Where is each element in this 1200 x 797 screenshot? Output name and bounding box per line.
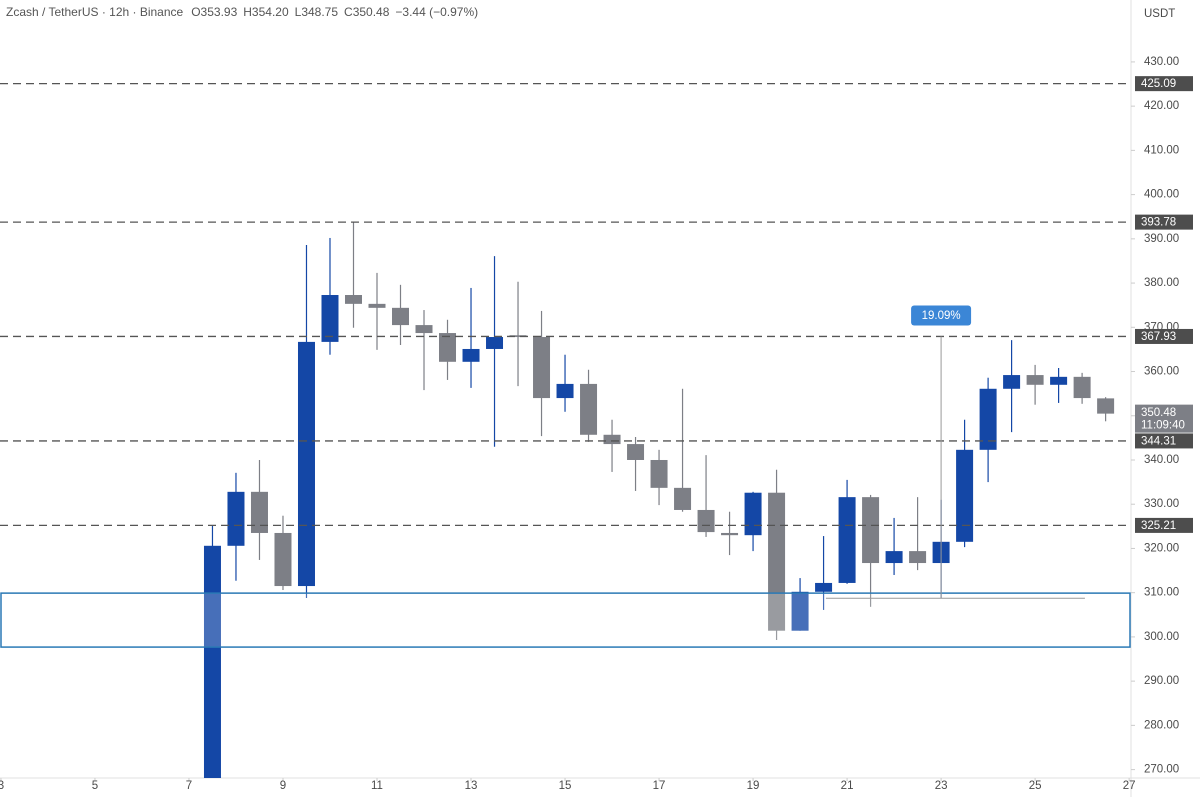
- y-tick-label: 300.00: [1144, 631, 1179, 643]
- y-tick-label: 270.00: [1144, 764, 1179, 776]
- x-tick-label: 25: [1029, 780, 1042, 792]
- candle-body: [344, 295, 362, 304]
- candle-body: [462, 348, 480, 362]
- x-tick-label: 11: [371, 780, 383, 792]
- candle-body: [603, 434, 621, 445]
- candle-body: [509, 335, 527, 338]
- x-tick-label: 9: [280, 780, 286, 792]
- candle-body: [1097, 398, 1115, 414]
- candle-body: [533, 337, 551, 399]
- candle-body: [297, 341, 315, 587]
- x-tick-label: 3: [0, 780, 4, 792]
- y-tick-label: 330.00: [1144, 498, 1179, 510]
- ohlc-value: 348.75: [301, 5, 338, 19]
- candle-body: [439, 333, 457, 362]
- candle-body: [885, 551, 903, 564]
- zone-box: [0, 592, 1131, 648]
- currency-label: USDT: [1144, 8, 1175, 20]
- candle-body: [1050, 376, 1068, 385]
- x-tick-label: 7: [186, 780, 192, 792]
- candle-body: [486, 337, 504, 349]
- ohlc-value: 350.48: [353, 5, 390, 19]
- candle-body: [321, 295, 339, 342]
- candle-body: [203, 545, 221, 778]
- candle-body: [1073, 376, 1091, 399]
- candle-body: [791, 591, 809, 631]
- countdown-label: 11:09:40: [1141, 420, 1185, 432]
- ohlc-label: H: [243, 5, 252, 19]
- y-tick-label: 400.00: [1144, 189, 1179, 201]
- level-tag: [1135, 328, 1193, 344]
- candle-body: [768, 492, 786, 631]
- candle-body: [674, 487, 692, 510]
- candle-body: [744, 492, 762, 536]
- x-tick-label: 15: [559, 780, 572, 792]
- level-label: 393.78: [1141, 217, 1176, 229]
- x-tick-label: 17: [653, 780, 666, 792]
- candle-body: [556, 383, 574, 399]
- y-tick-label: 420.00: [1144, 100, 1179, 112]
- chart-header: Zcash / TetherUS · 12h · Binance O353.93 H…: [6, 5, 478, 19]
- level-tag: [1135, 76, 1193, 92]
- candle-body: [909, 551, 927, 564]
- ohlc-value: 353.93: [201, 5, 238, 19]
- candle-body: [627, 444, 645, 460]
- candle-body: [1026, 375, 1044, 385]
- level-label: 344.31: [1141, 435, 1176, 447]
- level-tag: [1135, 433, 1193, 449]
- candle-body: [815, 582, 833, 592]
- y-tick-label: 410.00: [1144, 144, 1179, 156]
- candle-body: [979, 388, 997, 450]
- candle-body: [274, 532, 292, 587]
- x-tick-label: 21: [841, 780, 854, 792]
- candle-body: [250, 491, 268, 533]
- ohlc-label: O: [191, 5, 200, 19]
- y-tick-label: 310.00: [1144, 587, 1179, 599]
- y-tick-label: 290.00: [1144, 675, 1179, 687]
- candle-body: [227, 491, 245, 546]
- candle-body: [392, 307, 410, 326]
- level-label: 367.93: [1141, 331, 1176, 343]
- candle-body: [838, 497, 856, 583]
- y-tick-label: 380.00: [1144, 277, 1179, 289]
- candle-body: [650, 459, 668, 488]
- last-price-tag: [1135, 404, 1193, 433]
- plot-area: [0, 82, 1131, 778]
- y-tick-label: 360.00: [1144, 366, 1179, 378]
- level-tag: [1135, 214, 1193, 230]
- x-tick-label: 19: [747, 780, 760, 792]
- y-tick-label: 320.00: [1144, 542, 1179, 554]
- x-tick-label: 5: [92, 780, 98, 792]
- y-tick-label: 430.00: [1144, 56, 1179, 68]
- x-tick-label: 13: [465, 780, 478, 792]
- candle-body: [721, 532, 739, 536]
- y-tick-label: 340.00: [1144, 454, 1179, 466]
- y-tick-label: 390.00: [1144, 233, 1179, 245]
- x-tick-label: 23: [935, 780, 948, 792]
- candle-body: [580, 383, 598, 435]
- ohlc-value: 354.20: [252, 5, 289, 19]
- ohlc-label: L: [295, 5, 302, 19]
- x-tick-label: 27: [1123, 780, 1136, 792]
- level-tag: [1135, 517, 1193, 533]
- y-tick-label: 280.00: [1144, 719, 1179, 731]
- candle-body: [1003, 375, 1021, 389]
- candle-body: [862, 497, 880, 564]
- symbol: Zcash / TetherUS · 12h · Binance: [6, 5, 184, 19]
- last-price-label: 350.48: [1141, 407, 1176, 419]
- ohlc-label: C: [344, 5, 353, 19]
- candle-body: [415, 325, 433, 334]
- level-label: 325.21: [1141, 520, 1176, 532]
- change: −3.44 (−0.97%): [395, 5, 478, 19]
- candle-body: [697, 509, 715, 533]
- measure-label: 19.09%: [922, 310, 961, 322]
- level-label: 425.09: [1141, 78, 1176, 90]
- candle-body: [368, 303, 386, 308]
- measure-badge: [911, 305, 972, 326]
- candle-body: [956, 449, 974, 542]
